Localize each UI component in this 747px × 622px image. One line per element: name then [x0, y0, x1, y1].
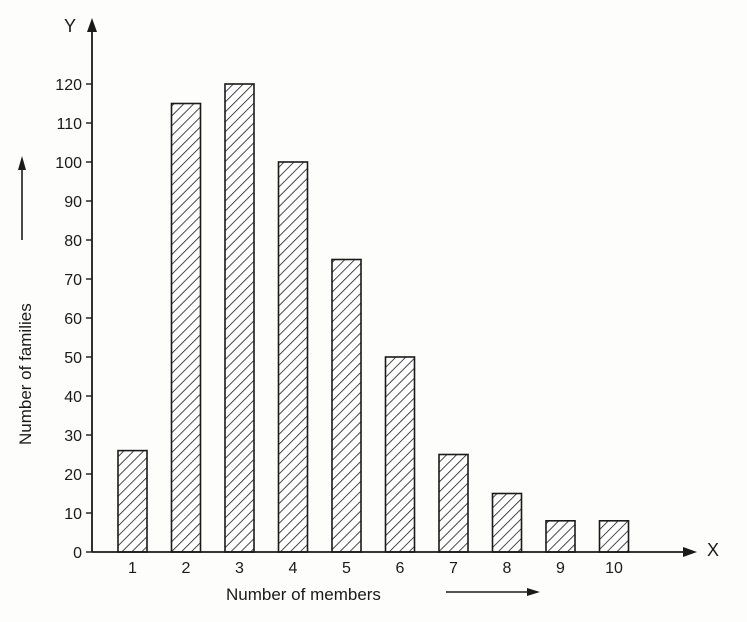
y-axis-letter: Y — [64, 16, 76, 36]
bar-2 — [170, 102, 202, 553]
x-axis-letter: X — [707, 540, 719, 560]
y-tick-label: 30 — [64, 428, 82, 445]
x-tick-label: 5 — [342, 560, 351, 577]
y-tick-label: 110 — [56, 116, 82, 133]
y-axis-arrowhead — [87, 18, 97, 32]
bar-9 — [545, 519, 576, 553]
x-tick-label: 8 — [503, 560, 512, 577]
bar-6 — [384, 356, 416, 553]
x-tick-label: 4 — [289, 560, 298, 577]
y-tick-label: 120 — [55, 77, 82, 94]
y-tick-label: 20 — [64, 467, 82, 484]
bar-5 — [331, 258, 362, 553]
x-tick-label: 7 — [449, 560, 458, 577]
bar-4 — [277, 161, 309, 553]
bar-1 — [117, 449, 148, 553]
y-tick-label: 50 — [64, 350, 82, 367]
x-tick-label: 9 — [556, 560, 565, 577]
x-tick-label: 2 — [182, 560, 191, 577]
x-tick-label: 10 — [605, 560, 623, 577]
y-tick-label: 70 — [64, 272, 82, 289]
bar-3 — [224, 83, 255, 553]
y-ticks-group: 0 10 20 30 40 50 60 70 80 90 100 110 120 — [55, 77, 92, 562]
x-tick-label: 1 — [128, 560, 137, 577]
y-tick-label: 40 — [64, 389, 82, 406]
bar-8 — [491, 492, 523, 553]
x-axis-title-arrowhead — [527, 588, 540, 596]
x-axis-title: Number of members — [226, 585, 381, 604]
y-tick-label: 90 — [64, 194, 82, 211]
y-tick-label: 60 — [64, 311, 82, 328]
bars-group — [117, 83, 630, 553]
bar-7 — [438, 453, 469, 553]
x-tick-label: 3 — [235, 560, 244, 577]
bar-10 — [598, 519, 630, 553]
x-tick-label: 6 — [396, 560, 405, 577]
x-ticks-group: 1 2 3 4 5 6 7 8 9 10 — [128, 560, 623, 577]
y-tick-label: 100 — [55, 155, 82, 172]
x-axis-arrowhead — [683, 547, 697, 557]
y-tick-label: 10 — [64, 506, 82, 523]
y-axis-title-arrowhead — [18, 156, 26, 170]
y-axis-title: Number of families — [16, 303, 35, 445]
y-tick-label: 0 — [73, 545, 82, 562]
y-tick-label: 80 — [64, 233, 82, 250]
